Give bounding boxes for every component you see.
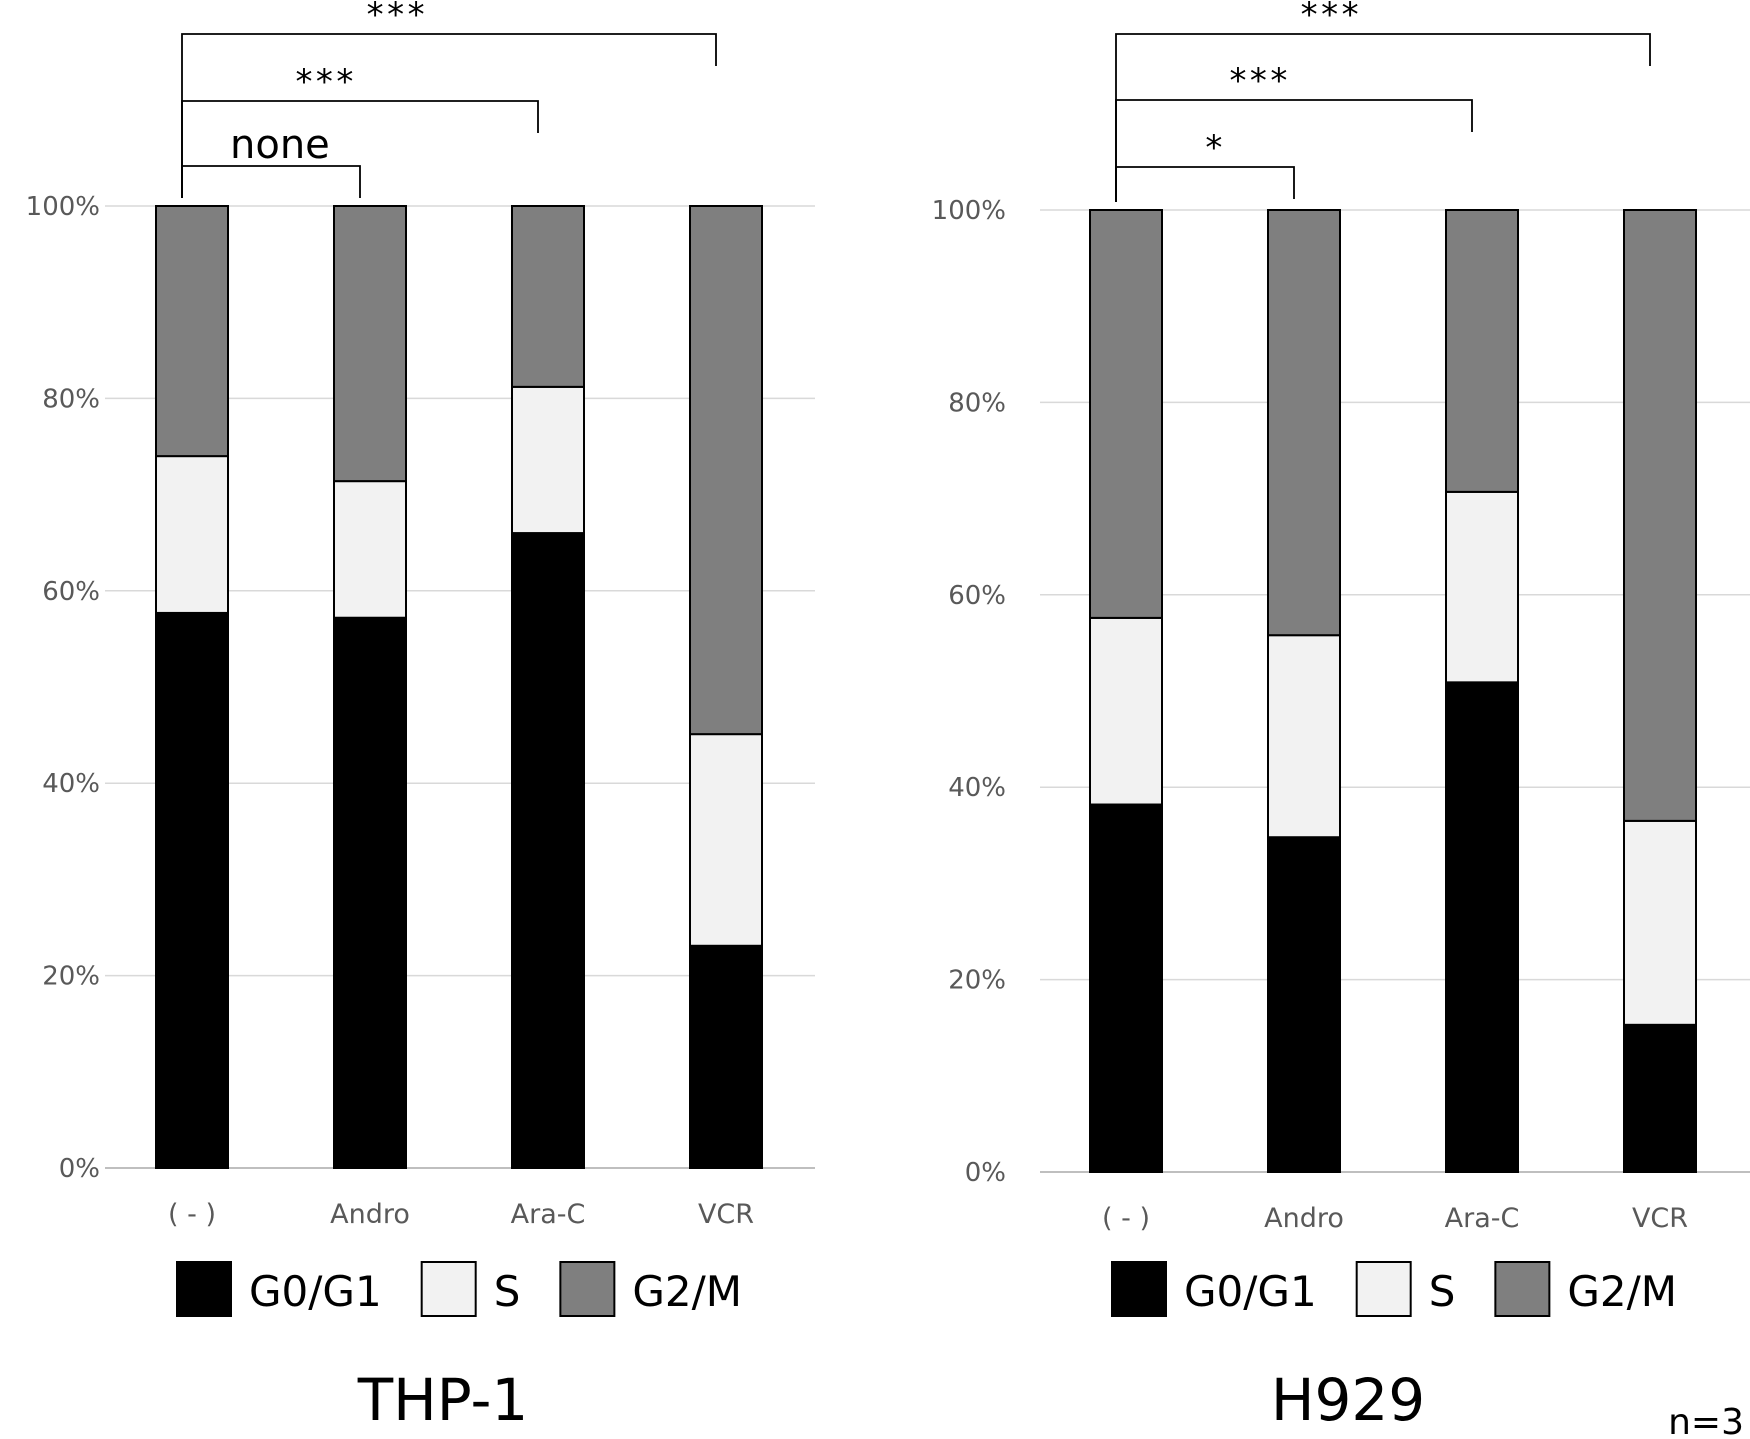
legend-label: G2/M	[632, 1267, 742, 1316]
bar-segment-g0g1-3	[689, 944, 763, 1170]
y-tick-label: 40%	[948, 773, 1006, 803]
significance-label: ***	[365, 0, 426, 35]
bar-segment-s-2	[511, 385, 585, 535]
significance-label: ***	[1299, 0, 1360, 35]
bar-segment-g2m-2	[1445, 209, 1519, 493]
y-tick-label: 40%	[42, 769, 100, 799]
bar-segment-g2m-0	[1089, 209, 1163, 619]
legend-label: S	[494, 1267, 521, 1316]
y-tick-label: 0%	[59, 1154, 100, 1184]
x-tick-label: Andro	[1264, 1203, 1344, 1234]
bar-segment-s-3	[689, 733, 763, 947]
legend: G0/G1 S G2/M	[1111, 1261, 1677, 1317]
bar-segment-s-1	[333, 480, 407, 619]
x-tick-label: ( - )	[1102, 1203, 1150, 1234]
significance-bracket	[1115, 166, 1295, 202]
bar-segment-g0g1-2	[511, 532, 585, 1169]
y-tick-label: 20%	[948, 966, 1006, 996]
legend-label: G2/M	[1567, 1267, 1677, 1316]
bar-segment-s-2	[1445, 490, 1519, 684]
bar-segment-g2m-3	[1623, 209, 1697, 822]
bar-segment-g2m-2	[511, 205, 585, 388]
legend-swatch	[559, 1261, 616, 1317]
significance-label: ***	[294, 62, 355, 102]
bar-segment-g0g1-1	[1267, 836, 1341, 1173]
legend: G0/G1 S G2/M	[176, 1261, 742, 1317]
y-tick-label: 60%	[42, 577, 100, 607]
significance-bracket	[181, 165, 361, 198]
legend-swatch	[1355, 1261, 1412, 1317]
y-tick-label: 0%	[965, 1158, 1006, 1188]
bar-segment-s-0	[1089, 616, 1163, 806]
legend-label: S	[1429, 1267, 1456, 1316]
y-tick-label: 80%	[948, 388, 1006, 418]
bar-segment-g0g1-0	[1089, 803, 1163, 1173]
chart-title: THP-1	[357, 1366, 529, 1434]
legend-swatch	[176, 1261, 232, 1317]
legend-label: G0/G1	[249, 1267, 382, 1316]
bar-segment-s-3	[1623, 819, 1697, 1026]
bar-segment-g2m-0	[155, 205, 229, 458]
x-tick-label: ( - )	[168, 1199, 216, 1230]
significance-bracket	[181, 33, 717, 198]
legend-label: G0/G1	[1184, 1267, 1317, 1316]
chart-panel-h929: 0%20%40%60%80%100%( - ) Andro Ara-C VCR****…	[932, 0, 1750, 1434]
bar-segment-g2m-1	[1267, 209, 1341, 637]
x-tick-label: Ara-C	[511, 1199, 586, 1230]
x-tick-label: Ara-C	[1445, 1203, 1520, 1234]
chart-panel-thp-1: 0% 20% 40% 60% 80% 100% ( - ) Andro Ara-C VCR none…	[26, 0, 815, 1434]
significance-bracket	[1115, 33, 1651, 202]
bar-segment-g2m-1	[333, 205, 407, 483]
x-tick-label: Andro	[330, 1199, 410, 1230]
chart-title: H929	[1271, 1366, 1425, 1434]
significance-label: none	[230, 122, 330, 168]
significance-label: ***	[1228, 61, 1289, 101]
y-tick-label: 100%	[26, 192, 100, 222]
legend-swatch	[1111, 1261, 1167, 1317]
significance-label: *	[1204, 128, 1224, 168]
x-tick-label: VCR	[698, 1199, 754, 1230]
sample-size-note: n=3	[1668, 1402, 1744, 1439]
y-tick-label: 100%	[932, 196, 1006, 226]
bar-segment-g0g1-1	[333, 616, 407, 1169]
bar-segment-g0g1-3	[1623, 1023, 1697, 1173]
bar-segment-g0g1-0	[155, 611, 229, 1169]
bar-segment-g0g1-2	[1445, 681, 1519, 1173]
y-tick-label: 80%	[42, 384, 100, 414]
bar-segment-s-1	[1267, 634, 1341, 839]
bar-segment-g2m-3	[689, 205, 763, 736]
legend-swatch	[1494, 1261, 1551, 1317]
x-tick-label: VCR	[1632, 1203, 1688, 1234]
y-tick-label: 60%	[948, 581, 1006, 611]
bar-segment-s-0	[155, 455, 229, 614]
y-tick-label: 20%	[42, 962, 100, 992]
legend-swatch	[420, 1261, 477, 1317]
